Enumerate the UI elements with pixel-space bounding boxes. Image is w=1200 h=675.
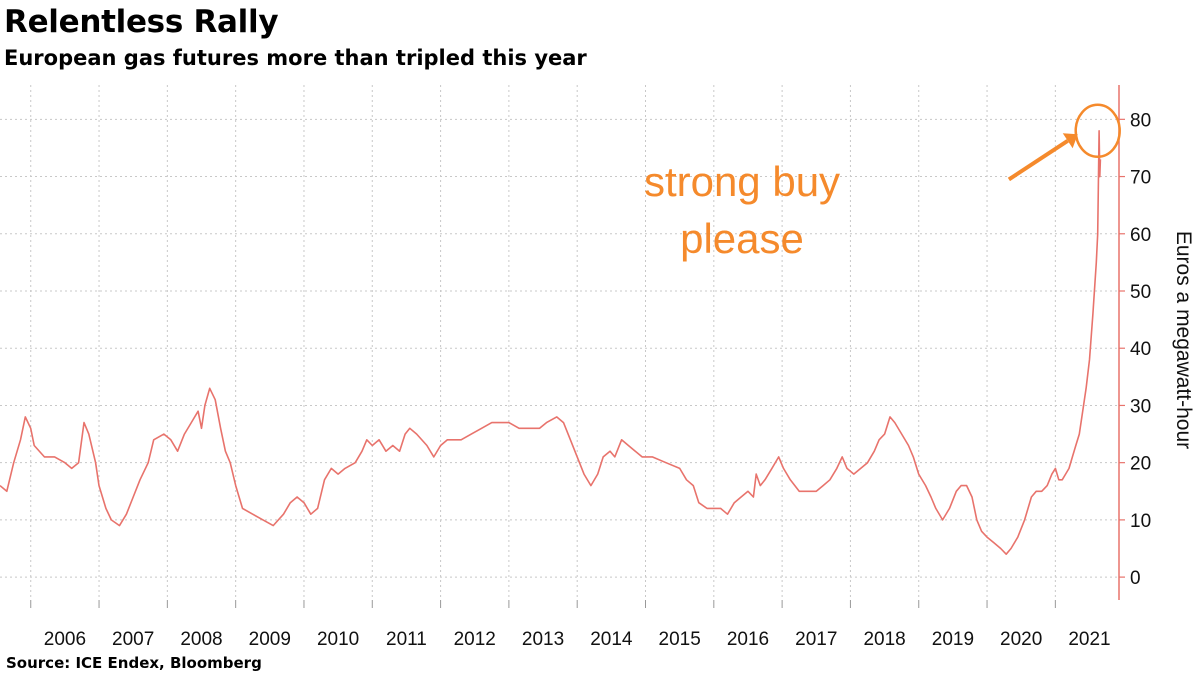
horizontal-gridlines <box>0 118 1119 578</box>
y-axis-label: Euros a megawatt-hour <box>1172 231 1195 449</box>
y-tick-label: 60 <box>1130 225 1151 246</box>
y-tick-label: 50 <box>1130 282 1151 303</box>
x-tick-label: 2017 <box>795 629 837 650</box>
x-tick-label: 2013 <box>522 629 564 650</box>
chart-subtitle: European gas futures more than tripled t… <box>4 46 587 70</box>
y-tick-label: 20 <box>1130 454 1151 475</box>
y-tick-label: 10 <box>1130 511 1151 532</box>
x-tick-label: 2009 <box>249 629 291 650</box>
x-tick-label: 2006 <box>44 629 86 650</box>
x-tick-label: 2011 <box>386 629 427 650</box>
x-tick-label: 2021 <box>1068 629 1110 650</box>
x-tick-label: 2018 <box>863 629 905 650</box>
y-tick-label: 0 <box>1130 568 1141 589</box>
annotation-arrow <box>1007 139 1069 182</box>
series-layer <box>0 130 1102 555</box>
x-tick-label: 2016 <box>727 629 769 650</box>
y-tick-label: 40 <box>1130 339 1151 360</box>
arrow-head <box>1062 133 1078 149</box>
chart-title: Relentless Rally <box>4 4 279 40</box>
x-tick-label: 2012 <box>454 629 496 650</box>
highlight-circle <box>1074 103 1121 159</box>
y-axis-ticks: 0 10 20 30 40 50 60 70 80 <box>1119 110 1151 589</box>
x-tick-label: 2007 <box>112 629 154 650</box>
x-tick-label: 2010 <box>317 629 359 650</box>
x-axis-ticks: 2006 2007 2008 2009 2010 2011 2012 2013 2014 2015… <box>30 600 1111 650</box>
vertical-gridlines <box>30 85 1056 600</box>
annotation-line-1: strong buy <box>644 158 840 205</box>
y-tick-label: 70 <box>1130 168 1151 189</box>
x-tick-label: 2014 <box>590 629 633 650</box>
annotation: strong buy please <box>644 103 1121 262</box>
x-tick-label: 2015 <box>659 629 701 650</box>
y-tick-label: 80 <box>1130 110 1151 131</box>
x-tick-label: 2020 <box>1000 629 1042 650</box>
annotation-line-2: please <box>680 215 804 262</box>
x-tick-label: 2008 <box>180 629 222 650</box>
source-note: Source: ICE Endex, Bloomberg <box>6 654 262 672</box>
y-tick-label: 30 <box>1130 396 1151 417</box>
series-line <box>0 130 1102 555</box>
x-tick-label: 2019 <box>932 629 974 650</box>
